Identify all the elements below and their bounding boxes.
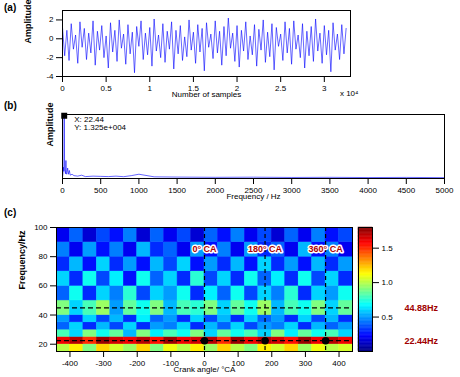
svg-text:0: 0: [60, 186, 65, 195]
svg-text:2: 2: [49, 15, 54, 24]
svg-text:200: 200: [265, 359, 279, 368]
svg-text:Amplitude: Amplitude: [45, 103, 55, 147]
svg-text:3000: 3000: [283, 186, 301, 195]
svg-text:0.5: 0.5: [101, 84, 113, 93]
svg-text:22.44Hz: 22.44Hz: [405, 336, 439, 346]
svg-text:0: 0: [60, 84, 65, 93]
svg-text:100: 100: [231, 359, 245, 369]
svg-text:100: 100: [34, 223, 48, 232]
svg-text:-2: -2: [46, 53, 54, 62]
svg-text:-400: -400: [62, 359, 79, 368]
svg-text:Frequency / Hz: Frequency / Hz: [226, 192, 280, 201]
svg-text:2.5: 2.5: [275, 84, 287, 93]
svg-text:180° CA: 180° CA: [248, 244, 283, 254]
svg-text:400: 400: [332, 359, 346, 368]
svg-text:5000: 5000: [436, 186, 454, 195]
svg-text:500: 500: [94, 186, 108, 195]
svg-text:300: 300: [299, 359, 313, 368]
svg-text:3500: 3500: [321, 186, 339, 195]
svg-text:3: 3: [322, 84, 327, 93]
svg-text:-4: -4: [46, 72, 54, 81]
svg-text:Number of samples: Number of samples: [172, 90, 241, 99]
svg-text:60: 60: [39, 281, 48, 290]
svg-text:Frequency/Hz: Frequency/Hz: [17, 230, 27, 290]
svg-text:x 10⁴: x 10⁴: [340, 89, 359, 98]
svg-text:0.5: 0.5: [382, 313, 394, 322]
html-text:(a): (a): [4, 2, 17, 13]
svg-text:1500: 1500: [168, 186, 186, 195]
svg-text:4500: 4500: [397, 186, 415, 195]
svg-text:-300: -300: [96, 359, 113, 368]
svg-text:X: 22.44Y: 1.325e+004: X: 22.44Y: 1.325e+004: [74, 115, 126, 132]
svg-text:1000: 1000: [130, 186, 148, 195]
svg-text:0° CA: 0° CA: [192, 244, 217, 254]
svg-text:20: 20: [39, 340, 48, 349]
svg-text:Crank angle/ °CA: Crank angle/ °CA: [174, 365, 237, 374]
svg-text:44.88Hz: 44.88Hz: [405, 303, 439, 313]
svg-text:40: 40: [39, 311, 48, 320]
html-text:(c): (c): [4, 207, 17, 218]
svg-text:4000: 4000: [359, 186, 377, 195]
svg-text:0: 0: [49, 34, 54, 43]
svg-text:1.0: 1.0: [382, 278, 394, 287]
svg-text:1: 1: [148, 84, 153, 93]
svg-text:Amplitude: Amplitude: [23, 0, 33, 44]
svg-text:80: 80: [39, 252, 48, 261]
svg-text:-200: -200: [129, 359, 146, 368]
svg-text:-100: -100: [162, 359, 179, 369]
html-text:(b): (b): [4, 100, 17, 111]
svg-text:360° CA: 360° CA: [309, 244, 344, 254]
svg-text:1.5: 1.5: [382, 244, 394, 253]
svg-text:2000: 2000: [206, 186, 224, 195]
